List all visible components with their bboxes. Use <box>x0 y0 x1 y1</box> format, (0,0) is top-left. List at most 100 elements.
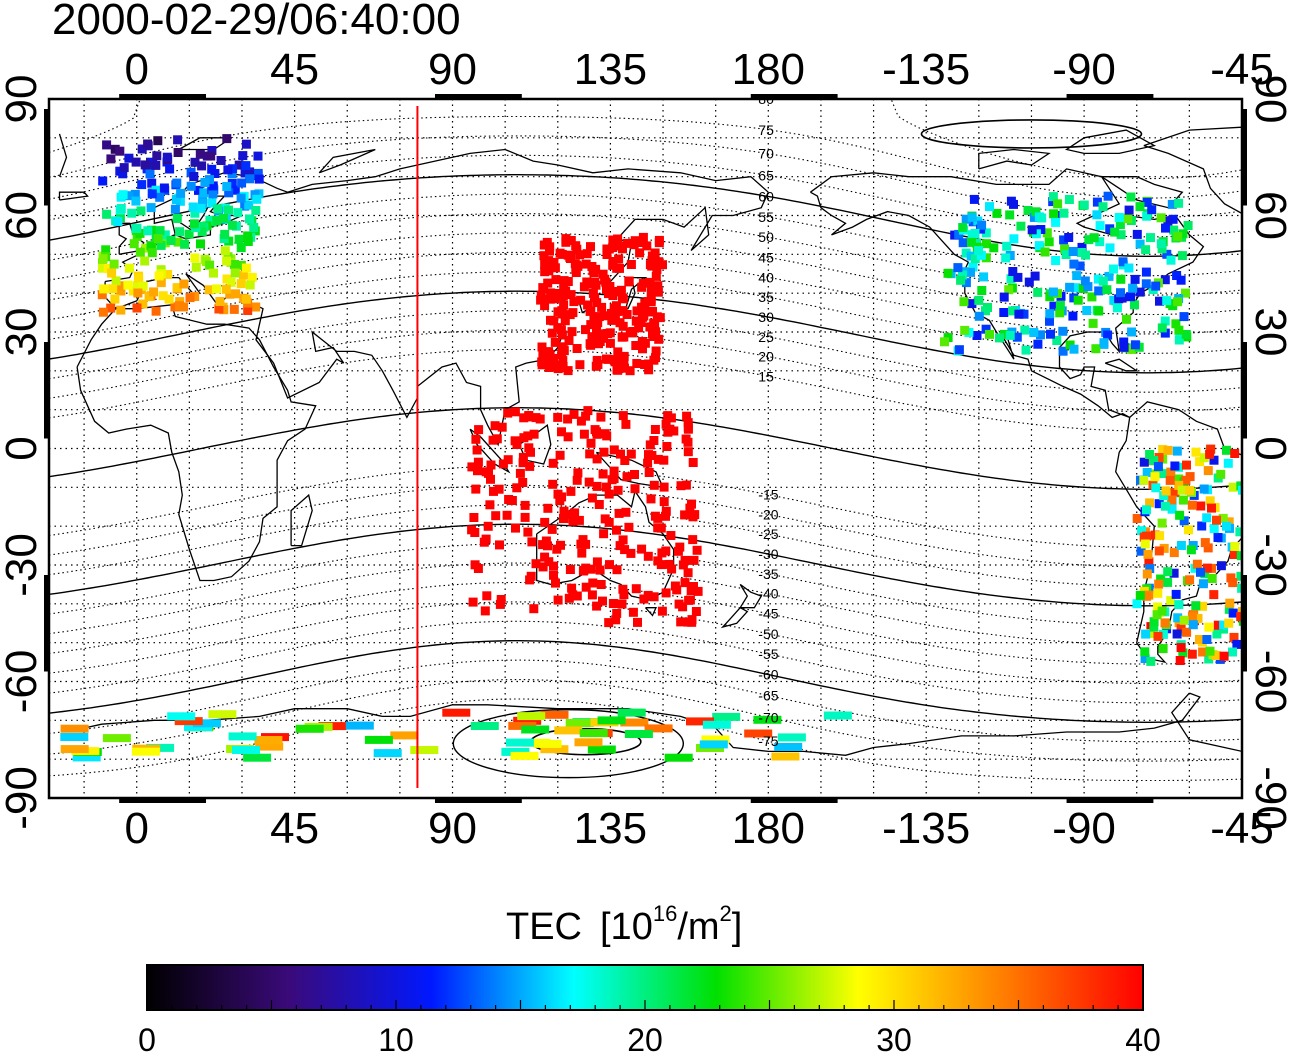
tec-cell <box>518 452 528 462</box>
tec-cell <box>147 178 157 188</box>
tec-cell <box>1127 327 1137 337</box>
tec-cell <box>544 557 554 567</box>
tec-cell <box>131 747 160 756</box>
tec-cell <box>1199 484 1209 494</box>
mlat-label: -45 <box>758 606 778 622</box>
tec-cell <box>171 195 181 204</box>
tec-cell <box>581 325 590 335</box>
tec-cell <box>1228 578 1238 588</box>
tec-cell <box>1033 339 1043 349</box>
tec-cell <box>1209 524 1219 533</box>
tec-cell <box>99 284 109 294</box>
tec-cell <box>702 720 731 729</box>
tec-cell <box>196 239 205 249</box>
tec-cell <box>618 411 628 421</box>
tec-cell <box>1206 444 1216 454</box>
tec-cell <box>545 294 555 304</box>
tec-cell <box>659 482 669 492</box>
tec-cell <box>1163 216 1173 226</box>
tec-cell <box>586 320 596 330</box>
tec-cell <box>192 719 221 728</box>
mlat-contour <box>49 232 1242 316</box>
tec-cell <box>570 508 580 518</box>
tec-cell <box>1045 292 1055 302</box>
tec-cell <box>1143 549 1153 559</box>
tec-cell <box>1030 271 1040 281</box>
tec-cell <box>1177 251 1187 261</box>
lon-tick-label-bottom: -45 <box>1210 804 1274 853</box>
tec-cell <box>1181 288 1190 298</box>
tec-cell <box>1175 510 1185 520</box>
tec-cell <box>512 440 522 449</box>
tec-cell <box>1161 486 1171 496</box>
tec-cell <box>1195 457 1205 467</box>
tec-cell <box>519 413 529 423</box>
tec-cell <box>172 283 182 293</box>
tec-cell <box>1212 629 1222 639</box>
tec-cell <box>255 742 284 751</box>
tec-cell <box>613 234 623 244</box>
tec-cell <box>614 508 624 518</box>
tec-cell <box>644 468 654 477</box>
tec-cell <box>1163 445 1173 455</box>
tec-cell <box>555 248 565 258</box>
tec-cell <box>1031 207 1041 217</box>
tec-cell <box>180 239 190 249</box>
tec-cell <box>1102 285 1112 295</box>
tec-cell <box>213 204 223 214</box>
tec-cell <box>1178 495 1188 505</box>
tec-cell <box>295 724 324 733</box>
tec-cell <box>567 327 577 337</box>
tec-cell <box>620 718 649 727</box>
tec-cell <box>1211 651 1221 660</box>
tec-cell <box>1174 618 1184 628</box>
tec-cell <box>144 292 154 302</box>
tec-cell <box>681 480 691 490</box>
tec-cell <box>1132 599 1142 609</box>
tec-cell <box>613 347 623 357</box>
tec-cell <box>504 495 514 504</box>
tec-cell <box>632 306 642 316</box>
tec-cell <box>972 331 982 340</box>
tec-cell <box>618 535 628 545</box>
plot-frame <box>47 97 1244 800</box>
tec-cell <box>985 202 994 212</box>
tec-cell <box>1154 546 1164 556</box>
tec-cell <box>626 449 636 459</box>
tec-cell <box>1157 244 1167 254</box>
tec-cell <box>1132 514 1142 523</box>
tec-cell <box>650 321 660 331</box>
tec-cell <box>615 541 625 551</box>
tec-cell <box>581 411 591 421</box>
tec-cell <box>999 308 1009 317</box>
mlat-label: -65 <box>758 687 778 703</box>
tec-cell <box>1154 579 1164 589</box>
tec-cell <box>163 270 173 279</box>
tec-cell <box>1166 255 1176 265</box>
frame-band <box>1066 94 1154 99</box>
tec-cell <box>549 257 559 267</box>
tec-cell <box>1258 632 1267 641</box>
tec-cell <box>482 591 492 601</box>
tec-cell <box>1167 504 1177 514</box>
tec-cell <box>247 272 257 282</box>
tec-cell <box>1153 462 1163 471</box>
tec-cell <box>175 227 185 237</box>
tec-cell <box>823 711 852 720</box>
tec-cell <box>661 588 671 598</box>
tec-cell <box>205 175 214 185</box>
tec-cell <box>520 512 530 522</box>
tec-cell <box>106 154 116 164</box>
tec-cell <box>1243 478 1252 487</box>
tec-cell <box>505 738 534 747</box>
tec-cell <box>1174 335 1184 345</box>
tec-cell <box>138 299 148 309</box>
tec-cell <box>116 305 126 315</box>
tec-cell <box>585 449 595 459</box>
tec-cell <box>539 295 549 305</box>
tec-cell <box>1169 568 1179 578</box>
tec-cell <box>596 412 606 422</box>
tec-cell <box>1219 620 1229 630</box>
tec-cell <box>1110 227 1120 237</box>
tec-cell <box>132 303 142 313</box>
